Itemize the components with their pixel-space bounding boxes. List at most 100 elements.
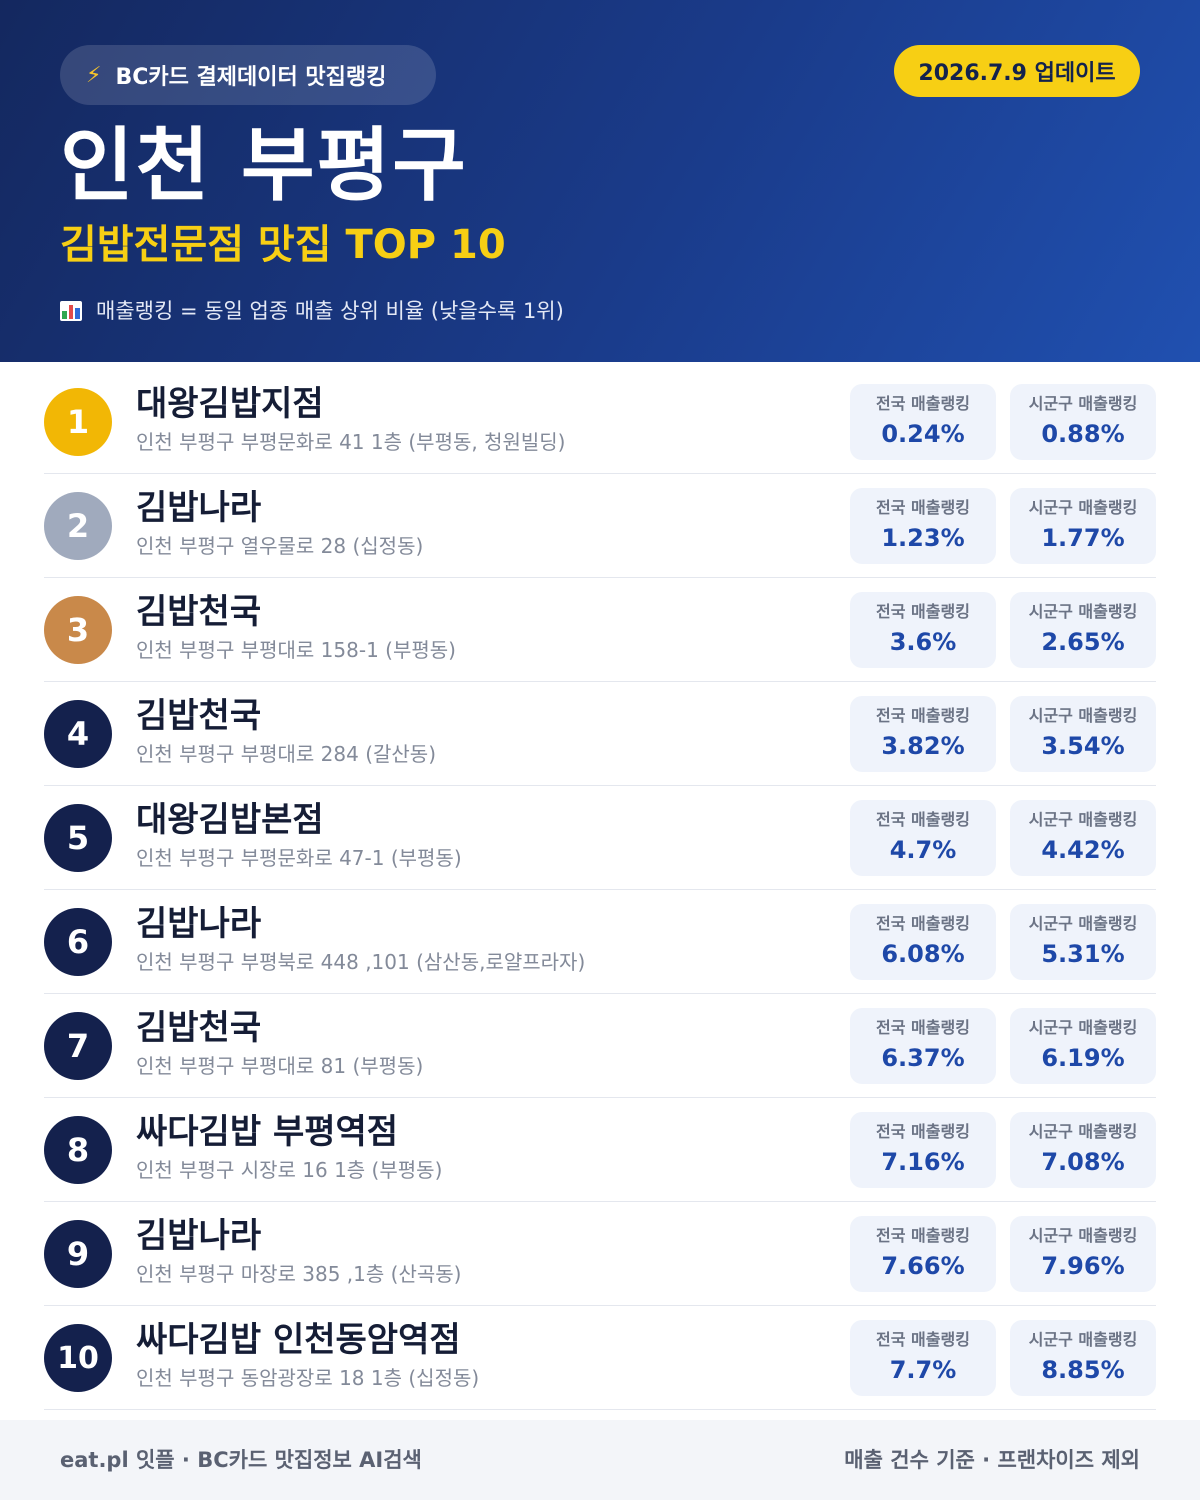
- rank-badge: 2: [44, 492, 112, 560]
- local-ranking-box: 시군구 매출랭킹 7.96%: [1010, 1216, 1156, 1292]
- restaurant-name: 김밥천국: [136, 1008, 262, 1048]
- local-ranking-value: 5.31%: [1041, 940, 1125, 968]
- national-ranking-value: 7.7%: [889, 1356, 957, 1384]
- local-ranking-box: 시군구 매출랭킹 3.54%: [1010, 696, 1156, 772]
- restaurant-name: 김밥나라: [136, 488, 262, 528]
- restaurant-address: 인천 부평구 마장로 385 ,1층 (산곡동): [136, 1262, 462, 1286]
- national-ranking-value: 0.24%: [881, 420, 965, 448]
- national-ranking-value: 4.7%: [889, 836, 957, 864]
- restaurant-name: 김밥천국: [136, 696, 262, 736]
- local-ranking-value: 8.85%: [1041, 1356, 1125, 1384]
- national-ranking-box: 전국 매출랭킹 1.23%: [850, 488, 996, 564]
- restaurant-row[interactable]: 3 김밥천국 인천 부평구 부평대로 158-1 (부평동) 전국 매출랭킹 3.6% 시…: [44, 578, 1156, 682]
- national-ranking-box: 전국 매출랭킹 6.08%: [850, 904, 996, 980]
- local-ranking-label: 시군구 매출랭킹: [1028, 1018, 1138, 1037]
- national-ranking-label: 전국 매출랭킹: [876, 394, 970, 413]
- rank-badge: 9: [44, 1220, 112, 1288]
- restaurant-name: 대왕김밥지점: [136, 384, 324, 424]
- restaurant-name: 싸다김밥 인천동암역점: [136, 1320, 461, 1360]
- local-ranking-label: 시군구 매출랭킹: [1028, 914, 1138, 933]
- national-ranking-label: 전국 매출랭킹: [876, 706, 970, 725]
- rank-badge: 6: [44, 908, 112, 976]
- footer: eat.pl 잇플 · BC카드 맛집정보 AI검색 매출 건수 기준 · 프랜…: [0, 1420, 1200, 1500]
- local-ranking-label: 시군구 매출랭킹: [1028, 1330, 1138, 1349]
- national-ranking-label: 전국 매출랭킹: [876, 1018, 970, 1037]
- restaurant-address: 인천 부평구 열우물로 28 (십정동): [136, 534, 424, 558]
- restaurant-name: 김밥나라: [136, 1216, 262, 1256]
- local-ranking-label: 시군구 매출랭킹: [1028, 602, 1138, 621]
- national-ranking-value: 6.37%: [881, 1044, 965, 1072]
- local-ranking-value: 7.08%: [1041, 1148, 1125, 1176]
- restaurant-address: 인천 부평구 시장로 16 1층 (부평동): [136, 1158, 443, 1182]
- national-ranking-label: 전국 매출랭킹: [876, 914, 970, 933]
- restaurant-address: 인천 부평구 부평문화로 41 1층 (부평동, 청원빌딩): [136, 430, 566, 454]
- national-ranking-box: 전국 매출랭킹 7.7%: [850, 1320, 996, 1396]
- restaurant-name: 싸다김밥 부평역점: [136, 1112, 399, 1152]
- bar-chart-icon: [60, 301, 82, 321]
- local-ranking-label: 시군구 매출랭킹: [1028, 706, 1138, 725]
- restaurant-row[interactable]: 7 김밥천국 인천 부평구 부평대로 81 (부평동) 전국 매출랭킹 6.37% 시군구…: [44, 994, 1156, 1098]
- national-ranking-box: 전국 매출랭킹 3.82%: [850, 696, 996, 772]
- rank-badge: 3: [44, 596, 112, 664]
- national-ranking-value: 7.16%: [881, 1148, 965, 1176]
- restaurant-address: 인천 부평구 부평대로 81 (부평동): [136, 1054, 424, 1078]
- local-ranking-box: 시군구 매출랭킹 7.08%: [1010, 1112, 1156, 1188]
- restaurant-address: 인천 부평구 동암광장로 18 1층 (십정동): [136, 1366, 480, 1390]
- restaurant-address: 인천 부평구 부평대로 158-1 (부평동): [136, 638, 456, 662]
- local-ranking-box: 시군구 매출랭킹 4.42%: [1010, 800, 1156, 876]
- local-ranking-label: 시군구 매출랭킹: [1028, 498, 1138, 517]
- national-ranking-value: 1.23%: [881, 524, 965, 552]
- local-ranking-box: 시군구 매출랭킹 0.88%: [1010, 384, 1156, 460]
- page-subtitle: 김밥전문점 맛집 TOP 10: [60, 222, 506, 268]
- local-ranking-box: 시군구 매출랭킹 1.77%: [1010, 488, 1156, 564]
- national-ranking-label: 전국 매출랭킹: [876, 602, 970, 621]
- local-ranking-box: 시군구 매출랭킹 6.19%: [1010, 1008, 1156, 1084]
- national-ranking-value: 3.82%: [881, 732, 965, 760]
- restaurant-name: 김밥천국: [136, 592, 262, 632]
- local-ranking-label: 시군구 매출랭킹: [1028, 1122, 1138, 1141]
- restaurant-name: 대왕김밥본점: [136, 800, 324, 840]
- local-ranking-value: 6.19%: [1041, 1044, 1125, 1072]
- header-banner: ⚡ BC카드 결제데이터 맛집랭킹 2026.7.9 업데이트 인천 부평구 김…: [0, 0, 1200, 362]
- rank-badge: 1: [44, 388, 112, 456]
- national-ranking-label: 전국 매출랭킹: [876, 1226, 970, 1245]
- ranking-note-text: 매출랭킹 = 동일 업종 매출 상위 비율 (낮을수록 1위): [96, 299, 564, 323]
- lightning-bolt-icon: ⚡: [86, 62, 102, 88]
- footer-source: eat.pl 잇플 · BC카드 맛집정보 AI검색: [60, 1448, 422, 1472]
- local-ranking-value: 1.77%: [1041, 524, 1125, 552]
- ranking-note: 매출랭킹 = 동일 업종 매출 상위 비율 (낮을수록 1위): [60, 296, 564, 326]
- national-ranking-label: 전국 매출랭킹: [876, 1122, 970, 1141]
- local-ranking-value: 4.42%: [1041, 836, 1125, 864]
- national-ranking-value: 6.08%: [881, 940, 965, 968]
- national-ranking-box: 전국 매출랭킹 6.37%: [850, 1008, 996, 1084]
- restaurant-address: 인천 부평구 부평대로 284 (갈산동): [136, 742, 437, 766]
- rank-badge: 5: [44, 804, 112, 872]
- national-ranking-box: 전국 매출랭킹 7.16%: [850, 1112, 996, 1188]
- rank-badge: 4: [44, 700, 112, 768]
- source-badge-text: BC카드 결제데이터 맛집랭킹: [115, 65, 387, 90]
- national-ranking-label: 전국 매출랭킹: [876, 810, 970, 829]
- rank-badge: 10: [44, 1324, 112, 1392]
- local-ranking-label: 시군구 매출랭킹: [1028, 394, 1138, 413]
- restaurant-address: 인천 부평구 부평문화로 47-1 (부평동): [136, 846, 462, 870]
- local-ranking-value: 2.65%: [1041, 628, 1125, 656]
- national-ranking-box: 전국 매출랭킹 0.24%: [850, 384, 996, 460]
- national-ranking-value: 7.66%: [881, 1252, 965, 1280]
- local-ranking-value: 7.96%: [1041, 1252, 1125, 1280]
- national-ranking-box: 전국 매출랭킹 4.7%: [850, 800, 996, 876]
- rank-badge: 8: [44, 1116, 112, 1184]
- national-ranking-label: 전국 매출랭킹: [876, 498, 970, 517]
- update-date-badge: 2026.7.9 업데이트: [894, 45, 1140, 97]
- page-title: 인천 부평구: [60, 119, 468, 212]
- restaurant-address: 인천 부평구 부평북로 448 ,101 (삼산동,로얄프라자): [136, 950, 586, 974]
- restaurant-name: 김밥나라: [136, 904, 262, 944]
